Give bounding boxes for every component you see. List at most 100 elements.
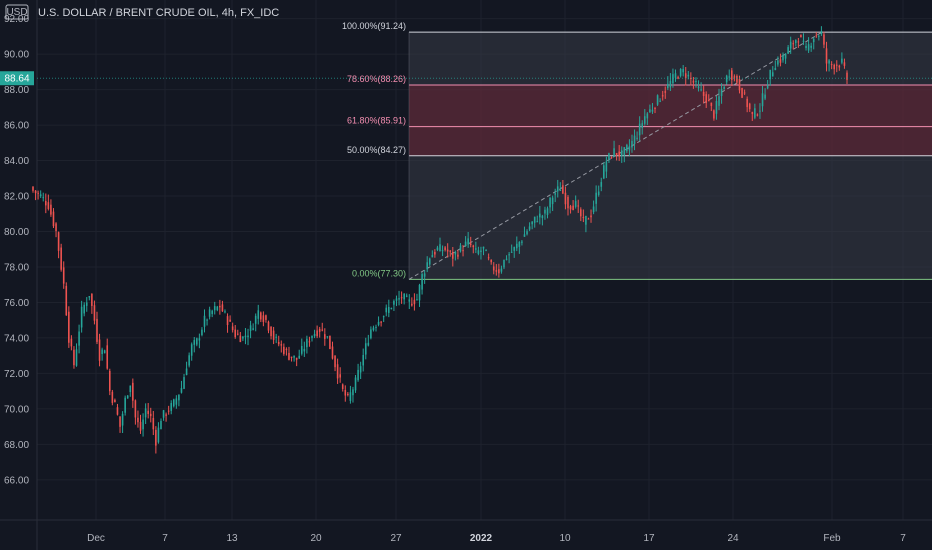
candle-body bbox=[121, 413, 124, 426]
candle-body bbox=[843, 62, 846, 66]
candle-body bbox=[270, 326, 272, 337]
candle-body bbox=[395, 298, 398, 301]
currency-badge[interactable] bbox=[5, 4, 29, 20]
candle-body bbox=[408, 299, 411, 302]
currency-badge-label: USD bbox=[6, 7, 27, 18]
candle-body bbox=[126, 395, 129, 399]
candle-body bbox=[313, 333, 316, 337]
candle-body bbox=[375, 326, 377, 328]
candle-body bbox=[810, 45, 812, 48]
candle-body bbox=[106, 345, 109, 369]
candle-body bbox=[751, 112, 754, 114]
candle-body bbox=[434, 252, 436, 255]
candle-body bbox=[357, 369, 359, 381]
candle-body bbox=[295, 357, 298, 360]
candle-body bbox=[252, 328, 254, 330]
candle-body bbox=[531, 221, 533, 225]
candle-body bbox=[418, 284, 421, 301]
candle-body bbox=[748, 103, 751, 110]
candle-body bbox=[367, 342, 370, 346]
candle-body bbox=[710, 102, 713, 106]
candle-body bbox=[536, 221, 539, 223]
candle-body bbox=[201, 329, 203, 336]
candle-body bbox=[787, 47, 789, 54]
candle-body bbox=[249, 325, 252, 331]
candle-body bbox=[157, 427, 160, 443]
candle-body bbox=[423, 273, 426, 277]
candle-body bbox=[203, 315, 206, 327]
x-tick-label: 2022 bbox=[470, 533, 493, 544]
candle-body bbox=[482, 246, 485, 249]
candle-body bbox=[480, 250, 482, 253]
y-tick-label: 78.00 bbox=[4, 262, 29, 273]
candle-body bbox=[170, 403, 173, 411]
candle-body bbox=[720, 89, 723, 96]
candle-body bbox=[160, 420, 162, 430]
candle-body bbox=[633, 135, 636, 144]
candle-body bbox=[539, 213, 541, 218]
candle-body bbox=[300, 345, 303, 354]
candle-body bbox=[572, 205, 574, 211]
candle-body bbox=[521, 241, 523, 243]
candle-body bbox=[741, 87, 743, 98]
candle-body bbox=[544, 209, 546, 214]
candle-body bbox=[759, 110, 761, 112]
candle-body bbox=[147, 410, 149, 414]
candle-body bbox=[835, 64, 838, 66]
candle-body bbox=[354, 377, 357, 391]
fibonacci-retracement[interactable]: 100.00%(91.24) 78.60%(88.26) 61.80%(85.91)… bbox=[342, 21, 932, 280]
candle-body bbox=[226, 316, 229, 325]
candle-body bbox=[439, 244, 441, 252]
candle-body bbox=[219, 305, 221, 308]
x-tick-label: 13 bbox=[226, 533, 238, 544]
candle-body bbox=[828, 60, 830, 64]
candle-body bbox=[70, 338, 73, 347]
candle-body bbox=[275, 336, 277, 338]
candle-body bbox=[293, 355, 295, 358]
candle-body bbox=[587, 218, 590, 220]
candle-body bbox=[78, 331, 80, 346]
candle-body bbox=[393, 301, 395, 305]
candle-body bbox=[623, 147, 626, 156]
candle-body bbox=[728, 76, 731, 78]
candle-body bbox=[654, 108, 656, 110]
candle-body bbox=[672, 74, 674, 84]
candle-body bbox=[725, 75, 728, 83]
candle-body bbox=[52, 211, 55, 227]
candle-body bbox=[98, 339, 101, 361]
candle-body bbox=[577, 205, 580, 207]
candle-body bbox=[805, 45, 807, 49]
candle-body bbox=[372, 327, 375, 331]
candle-body bbox=[288, 352, 290, 360]
candle-body bbox=[272, 330, 275, 340]
candle-body bbox=[784, 53, 787, 59]
candle-body bbox=[651, 109, 654, 112]
candle-body bbox=[93, 305, 96, 321]
candle-body bbox=[523, 234, 526, 237]
candle-body bbox=[667, 83, 669, 89]
candle-body bbox=[700, 89, 702, 91]
x-tick-label: 17 bbox=[643, 533, 655, 544]
candle-body bbox=[290, 356, 293, 358]
candle-body bbox=[777, 60, 779, 65]
candle-body bbox=[771, 72, 774, 77]
candle-body bbox=[221, 304, 224, 312]
candle-body bbox=[431, 255, 434, 258]
candle-body bbox=[57, 232, 60, 251]
candle-body bbox=[216, 306, 219, 311]
candle-body bbox=[718, 96, 720, 106]
candle-body bbox=[65, 285, 68, 316]
candle-body bbox=[382, 316, 385, 318]
candle-body bbox=[518, 241, 521, 247]
candle-body bbox=[508, 254, 510, 256]
candle-body bbox=[32, 186, 34, 191]
candle-body bbox=[370, 329, 372, 339]
candle-body bbox=[600, 182, 603, 187]
candle-body bbox=[446, 249, 449, 252]
candle-body bbox=[490, 259, 492, 263]
candle-body bbox=[347, 393, 349, 396]
candle-body bbox=[464, 241, 467, 246]
candle-body bbox=[139, 421, 142, 431]
